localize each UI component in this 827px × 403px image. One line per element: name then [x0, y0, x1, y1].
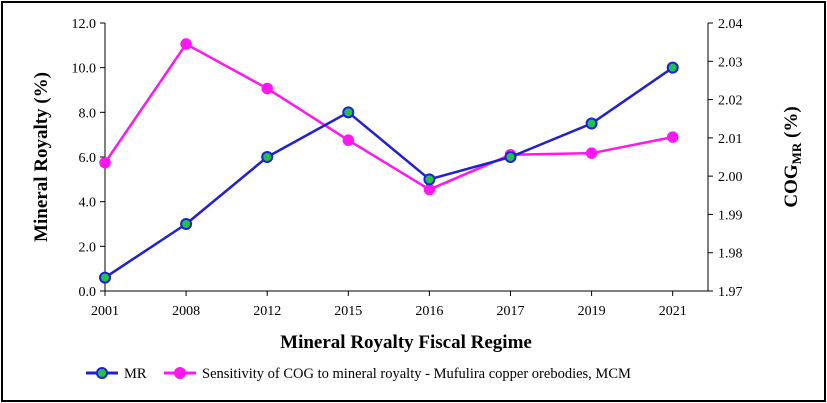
data-point-mr: [99, 271, 111, 284]
data-point-cog: [261, 82, 273, 95]
right-tick-label: 1.99: [718, 208, 743, 223]
left-tick-label: 10.0: [72, 62, 97, 77]
right-axis-ticks: 1.97 1.98 1.99 2.00 2.01 2.02 2.03 2.04: [708, 17, 743, 300]
x-tick-label: 2015: [334, 304, 362, 319]
data-point-mr: [342, 106, 355, 119]
x-tick-label: 2008: [172, 304, 200, 319]
x-tick-label: 2016: [415, 304, 443, 319]
data-point-cog: [666, 131, 679, 143]
data-point-cog: [342, 134, 355, 146]
right-tick-label: 2.03: [718, 55, 743, 70]
x-tick-label: 2017: [497, 304, 525, 319]
series-line-mr: [104, 66, 674, 279]
legend-marker-mr: [96, 367, 108, 379]
right-axis-title-main: COG: [781, 164, 802, 208]
right-tick-label: 2.01: [718, 132, 743, 147]
legend-label-cog: Sensitivity of COG to mineral royalty - …: [202, 366, 631, 382]
data-point-mr: [585, 117, 598, 130]
left-tick-label: 2.0: [79, 240, 97, 255]
data-point-mr: [423, 173, 436, 186]
data-point-cog: [99, 156, 111, 169]
left-tick-label: 4.0: [79, 196, 97, 211]
right-tick-label: 2.00: [718, 170, 743, 185]
data-point-cog: [585, 147, 598, 159]
right-tick-label: 2.02: [718, 94, 743, 109]
right-axis-title: COGMR (%): [781, 106, 804, 207]
data-point-mr: [504, 151, 517, 163]
legend-marker-cog: [174, 367, 186, 379]
legend-item-cog: Sensitivity of COG to mineral royalty - …: [164, 366, 631, 382]
right-tick-label: 1.97: [718, 285, 743, 300]
legend: MR Sensitivity of COG to mineral royalty…: [86, 366, 631, 382]
x-axis-ticks: 2001 2008 2012 2015 2016 2017 2019 2021: [91, 291, 687, 319]
x-axis-title: Mineral Royalty Fiscal Regime: [280, 332, 532, 353]
series-mr: [99, 61, 679, 284]
left-tick-label: 12.0: [72, 17, 97, 32]
x-tick-label: 2021: [659, 304, 687, 319]
x-tick-label: 2012: [253, 304, 281, 319]
right-tick-label: 2.04: [718, 17, 743, 32]
data-point-cog: [180, 38, 192, 50]
data-point-mr: [666, 61, 679, 74]
data-point-cog: [423, 183, 436, 196]
data-point-mr: [261, 151, 274, 163]
x-tick-label: 2001: [91, 304, 119, 319]
left-tick-label: 8.0: [79, 106, 97, 121]
series-line-cog: [103, 42, 673, 191]
x-tick-label: 2019: [578, 304, 606, 319]
left-tick-label: 0.0: [79, 285, 97, 300]
legend-item-mr: MR: [86, 366, 147, 382]
right-axis-title-tail: (%): [781, 106, 802, 142]
legend-label-mr: MR: [124, 366, 147, 382]
series-layer: [99, 38, 679, 284]
right-axis-title-subscript: MR: [789, 142, 804, 164]
left-tick-label: 6.0: [79, 151, 97, 166]
left-axis-title: Mineral Royalty (%): [31, 72, 52, 242]
left-axis-ticks: 0.0 2.0 4.0 6.0 8.0 10.0 12.0: [72, 17, 105, 300]
data-point-mr: [180, 218, 193, 230]
right-tick-label: 1.98: [718, 247, 743, 262]
